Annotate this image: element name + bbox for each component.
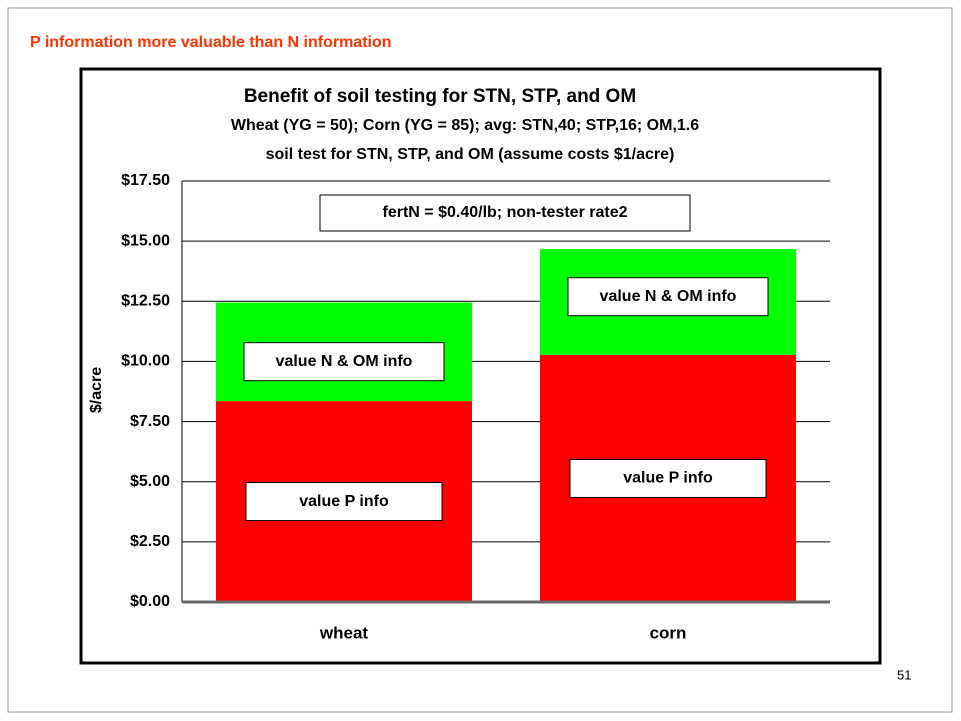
chart-subtitle: Wheat (YG = 50); Corn (YG = 85); avg: ST… [231, 117, 699, 134]
slide-header: P information more valuable than N infor… [30, 34, 392, 51]
y-axis-label: $/acre [88, 367, 105, 413]
y-tick-label: $7.50 [130, 413, 170, 430]
segment-label-box [245, 482, 443, 522]
segment-label: value P info [299, 493, 389, 510]
page-number: 51 [897, 667, 911, 682]
y-tick-label: $10.00 [121, 353, 170, 370]
segment-label: value N & OM info [600, 288, 737, 305]
y-tick-label: $17.50 [121, 172, 170, 189]
x-tick-label: corn [650, 623, 687, 642]
chart-title: Benefit of soil testing for STN, STP, an… [244, 86, 636, 107]
y-tick-label: $12.50 [121, 293, 170, 310]
segment-label: value N & OM info [276, 353, 413, 370]
y-tick-label: $15.00 [121, 232, 170, 249]
y-tick-label: $5.00 [130, 473, 170, 490]
x-tick-label: wheat [319, 623, 369, 642]
segment-label: value P info [623, 470, 713, 487]
segment-label-box [243, 342, 445, 382]
annotation-box [319, 194, 691, 232]
chart-subtitle: soil test for STN, STP, and OM (assume c… [266, 146, 675, 163]
y-tick-label: $0.00 [130, 593, 170, 610]
segment-label-box [567, 277, 769, 317]
annotation: fertN = $0.40/lb; non-tester rate2 [383, 204, 628, 221]
y-tick-label: $2.50 [130, 533, 170, 550]
segment-label-box [569, 458, 767, 498]
